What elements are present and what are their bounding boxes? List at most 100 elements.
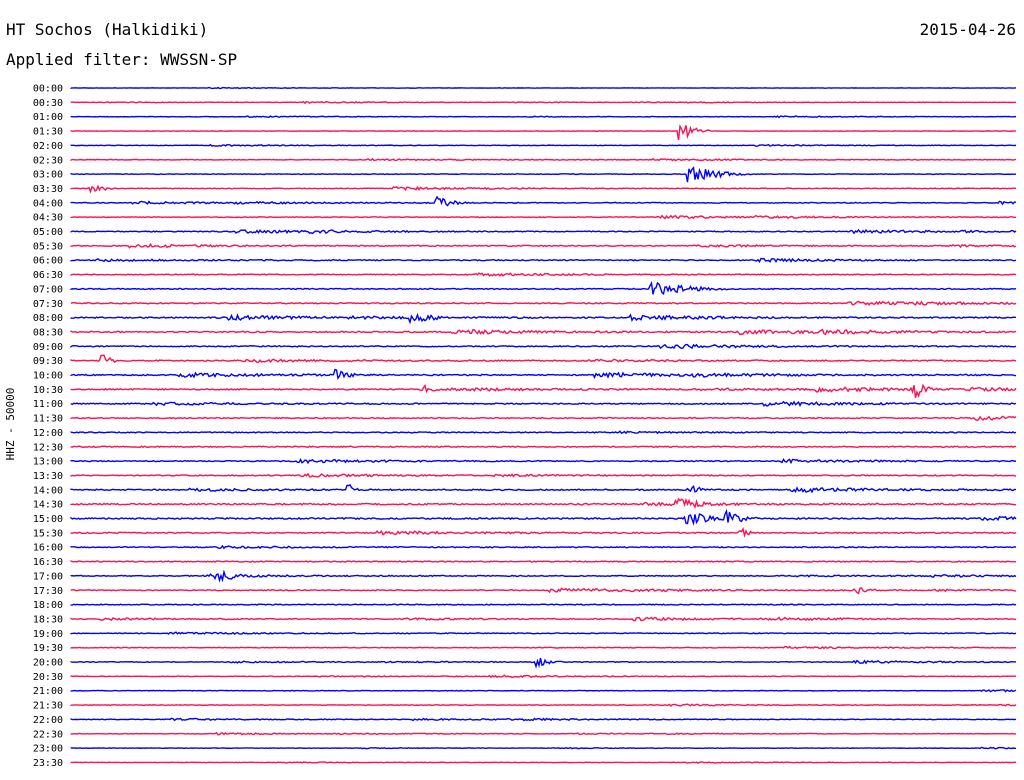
trace-row-0930 [70, 354, 1017, 364]
trace-row-1100 [70, 400, 1017, 407]
trace-row-1430 [70, 497, 1017, 509]
trace-row-2330 [70, 761, 1017, 764]
trace-row-1300 [70, 457, 1017, 465]
row-time-label: 06:00 [33, 256, 63, 267]
row-time-label: 01:30 [33, 127, 63, 138]
trace-row-0700 [70, 281, 1017, 295]
trace-row-0730 [70, 300, 1017, 306]
trace-row-2100 [70, 689, 1017, 693]
row-time-label: 08:00 [33, 313, 63, 324]
trace-row-1330 [70, 472, 1017, 478]
row-time-label: 18:00 [33, 600, 63, 611]
filter-label: Applied filter: WWSSN-SP [6, 50, 237, 69]
row-time-label: 23:00 [33, 744, 63, 755]
trace-row-1000 [70, 368, 1017, 380]
row-time-label: 02:30 [33, 155, 63, 166]
date-label: 2015-04-26 [920, 20, 1016, 39]
row-time-label: 22:00 [33, 715, 63, 726]
trace-row-0630 [70, 272, 1017, 277]
seismic-traces [70, 86, 1017, 764]
row-time-label: 13:00 [33, 457, 63, 468]
row-time-label: 11:00 [33, 399, 63, 410]
row-time-label: 11:30 [33, 414, 63, 425]
row-time-label: 10:30 [33, 385, 63, 396]
trace-row-0300 [70, 166, 1017, 183]
row-time-label: 21:30 [33, 701, 63, 712]
trace-row-1200 [70, 430, 1017, 435]
row-time-label: 22:30 [33, 729, 63, 740]
row-time-label: 00:30 [33, 98, 63, 109]
row-time-label: 18:30 [33, 614, 63, 625]
trace-row-0830 [70, 328, 1017, 336]
row-time-label: 02:00 [33, 141, 63, 152]
trace-row-2230 [70, 731, 1017, 736]
trace-row-1900 [70, 631, 1017, 635]
trace-row-1830 [70, 616, 1017, 622]
trace-row-0000 [70, 86, 1017, 90]
trace-row-0800 [70, 312, 1017, 325]
row-time-label: 01:00 [33, 112, 63, 123]
trace-row-1930 [70, 645, 1017, 650]
row-time-label: 19:00 [33, 629, 63, 640]
row-time-label: 23:30 [33, 758, 63, 769]
row-time-label: 12:30 [33, 442, 63, 453]
row-time-label: 21:00 [33, 686, 63, 697]
trace-row-0030 [70, 100, 1017, 105]
row-time-label: 07:30 [33, 299, 63, 310]
row-time-label: 10:00 [33, 371, 63, 382]
row-time-label: 20:00 [33, 658, 63, 669]
row-time-label: 08:30 [33, 327, 63, 338]
row-time-label: 09:30 [33, 356, 63, 367]
row-time-label: 14:30 [33, 500, 63, 511]
trace-row-0900 [70, 343, 1017, 350]
trace-row-0500 [70, 228, 1017, 235]
trace-row-0100 [70, 115, 1017, 119]
trace-row-1500 [70, 508, 1017, 526]
row-time-label: 15:00 [33, 514, 63, 525]
trace-row-2000 [70, 658, 1017, 669]
row-time-label: 17:30 [33, 586, 63, 597]
trace-row-0530 [70, 242, 1017, 249]
trace-row-0130 [70, 124, 1016, 141]
trace-row-1700 [70, 569, 1017, 583]
row-time-label: 19:30 [33, 643, 63, 654]
row-time-label: 14:00 [33, 485, 63, 496]
trace-row-1030 [70, 383, 1017, 398]
row-labels: 00:00 00:30 01:00 01:30 02:00 02:30 03:00 03:30… [33, 84, 63, 769]
row-time-label: 06:30 [33, 270, 63, 281]
row-time-label: 03:00 [33, 170, 63, 181]
row-time-label: 09:00 [33, 342, 63, 353]
trace-row-1530 [70, 527, 1017, 538]
station-title: HT Sochos (Halkidiki) [6, 20, 208, 39]
trace-row-0430 [70, 214, 1017, 220]
row-time-label: 12:00 [33, 428, 63, 439]
y-axis-label: HHZ - 50000 [4, 388, 17, 461]
trace-row-1130 [70, 415, 1017, 422]
row-time-label: 04:30 [33, 213, 63, 224]
trace-row-0230 [70, 157, 1017, 162]
trace-row-1800 [70, 603, 1017, 606]
trace-row-0330 [70, 184, 1017, 194]
trace-row-1730 [70, 587, 1017, 595]
row-time-label: 20:30 [33, 672, 63, 683]
trace-row-0600 [70, 257, 1017, 264]
row-time-label: 05:30 [33, 241, 63, 252]
row-time-label: 13:30 [33, 471, 63, 482]
row-time-label: 05:00 [33, 227, 63, 238]
trace-row-0200 [70, 143, 1017, 148]
row-time-label: 03:30 [33, 184, 63, 195]
trace-row-2030 [70, 674, 1017, 679]
trace-row-1630 [70, 560, 1017, 563]
row-time-label: 04:00 [33, 198, 63, 209]
trace-row-0400 [70, 195, 1017, 207]
row-time-label: 17:00 [33, 571, 63, 582]
trace-row-1600 [70, 544, 1017, 550]
trace-row-1230 [70, 445, 1017, 449]
row-time-label: 07:00 [33, 284, 63, 295]
row-time-label: 00:00 [33, 84, 63, 95]
row-time-label: 16:00 [33, 543, 63, 554]
trace-row-2300 [70, 746, 1017, 750]
trace-row-1400 [70, 484, 1017, 494]
trace-row-2130 [70, 703, 1017, 708]
